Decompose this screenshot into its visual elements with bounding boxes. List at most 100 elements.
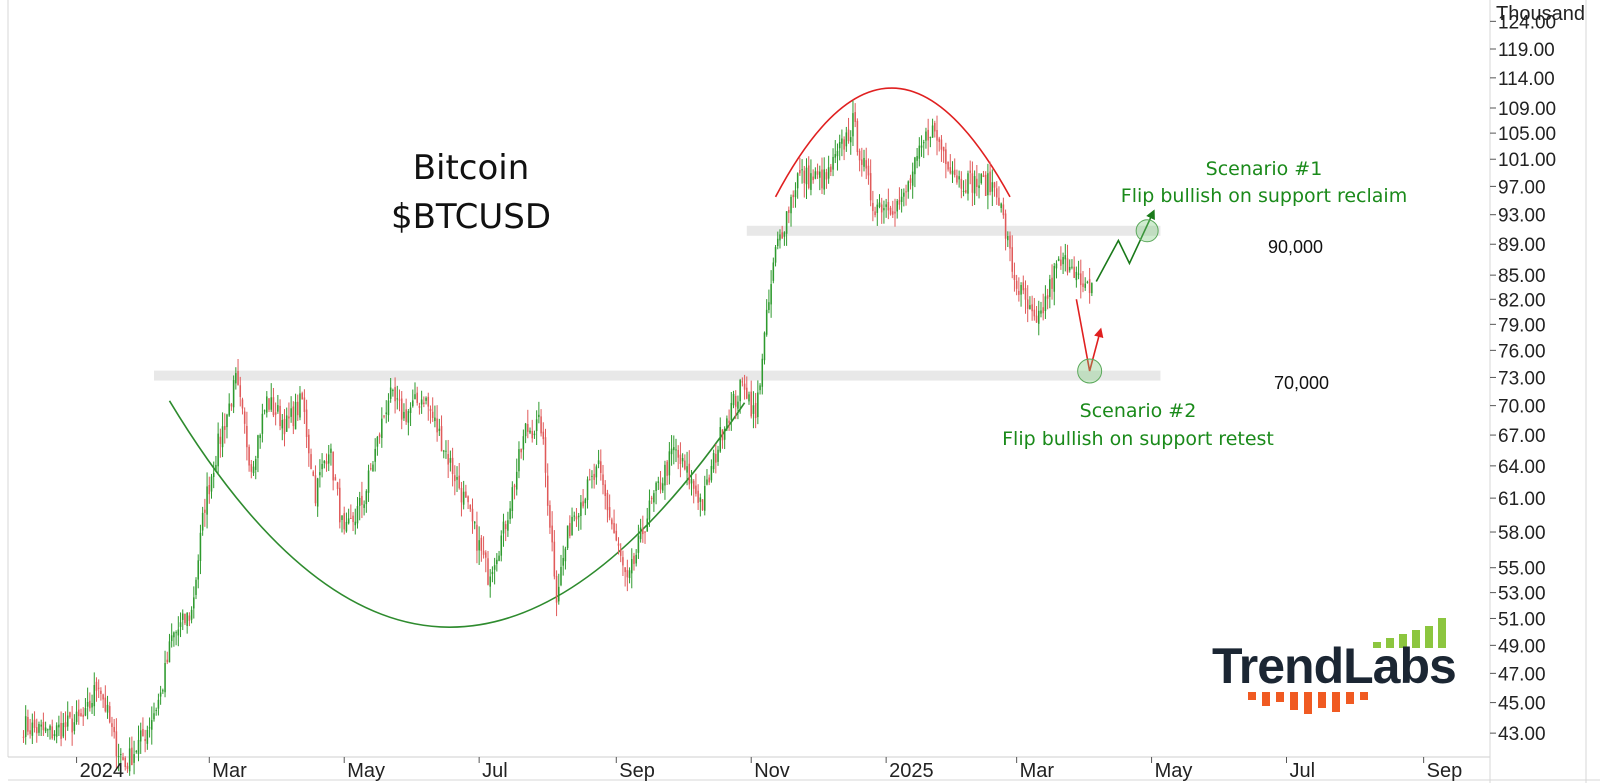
candle-body [471,508,474,522]
candle-body [557,586,560,602]
candle-body [219,436,222,444]
candle-body [1055,263,1058,269]
candle-body [365,491,368,505]
candle-body [208,485,211,495]
candle-body [878,202,881,208]
x-tick-label: 2025 [889,760,934,782]
candle-body [1000,203,1002,208]
candle-body [100,690,102,694]
candle-body [199,532,202,561]
candle-body [434,417,436,422]
candle-body [958,176,960,180]
chart-subtitle: $BTCUSD [391,197,551,237]
candle-body [858,150,861,161]
candle-body [139,730,142,742]
candle-body [922,142,925,144]
candle-body [476,524,478,551]
candle-body [230,404,233,407]
candle-body [880,204,883,213]
candle-body [498,555,500,561]
candle-body [852,113,854,137]
candle-body [642,529,644,535]
candle-body [980,174,983,184]
candle-body [179,622,182,627]
candle-body [688,463,691,485]
candle-body [750,391,752,417]
candle-body [989,171,991,193]
candle-body [62,723,65,737]
candle-body [953,169,956,176]
candle-body [465,491,467,498]
candle-body [783,232,786,237]
candle-body [55,725,58,737]
x-tick-label: May [1155,760,1193,782]
candle-body [288,416,290,419]
candle-body [668,451,671,476]
candle-body [717,449,719,462]
candle-body [350,517,352,519]
candle-body [223,425,226,430]
candle-body [593,473,595,480]
candle-body [511,487,514,512]
candle-body [405,409,407,422]
candle-body [803,170,806,184]
scenario-1-path [1095,209,1155,282]
candle-body [1020,285,1022,295]
candle-body [334,477,337,481]
candle-body [1002,204,1005,216]
support-levels [153,225,1161,381]
candle-body [949,167,952,174]
logo-bar-orange [1276,692,1284,702]
candle-body [1088,279,1091,294]
candle-body [1049,279,1051,297]
logo-bar-green [1438,618,1446,648]
candle-body [843,139,845,150]
candle-body [159,692,162,697]
candle-body [64,722,67,728]
candle-body [726,418,728,430]
y-unit-label: Thousand [1496,3,1585,25]
candle-body [279,405,281,427]
candle-body [347,518,350,524]
candle-body [976,178,978,188]
candle-body [1037,310,1040,324]
candle-body [454,475,456,482]
candle-body [277,405,279,412]
y-tick-label: 58.00 [1498,523,1546,544]
candle-body [66,715,69,727]
y-tick-label: 67.00 [1498,426,1546,447]
candle-body [493,565,496,570]
candle-body [619,549,622,556]
candle-body [659,482,662,490]
candle-body [584,499,587,504]
candle-body [215,464,217,472]
candle-body [106,704,109,713]
candle-body [327,454,330,464]
y-tick-label: 93.00 [1498,206,1546,227]
candle-body [582,501,584,507]
candle-body [613,523,615,534]
x-tick-label: 2024 [80,760,125,782]
candle-body [703,485,706,511]
candle-body [142,728,144,737]
candle-body [91,702,93,708]
candle-body [1035,315,1038,323]
candle-body [285,415,288,432]
candle-body [615,530,618,541]
candle-body [900,196,903,202]
y-tick-label: 45.00 [1498,694,1546,715]
candle-body [710,465,713,481]
candle-body [827,167,830,179]
candle-body [752,405,755,414]
candle-body [675,449,677,451]
candle-body [863,157,865,167]
candle-body [765,309,768,335]
candle-body [573,515,576,517]
candle-body [204,509,206,513]
candle-body [246,425,248,448]
candle-body [283,419,286,435]
candle-body [816,171,819,175]
candle-body [1013,274,1016,281]
candle-body [268,398,270,410]
